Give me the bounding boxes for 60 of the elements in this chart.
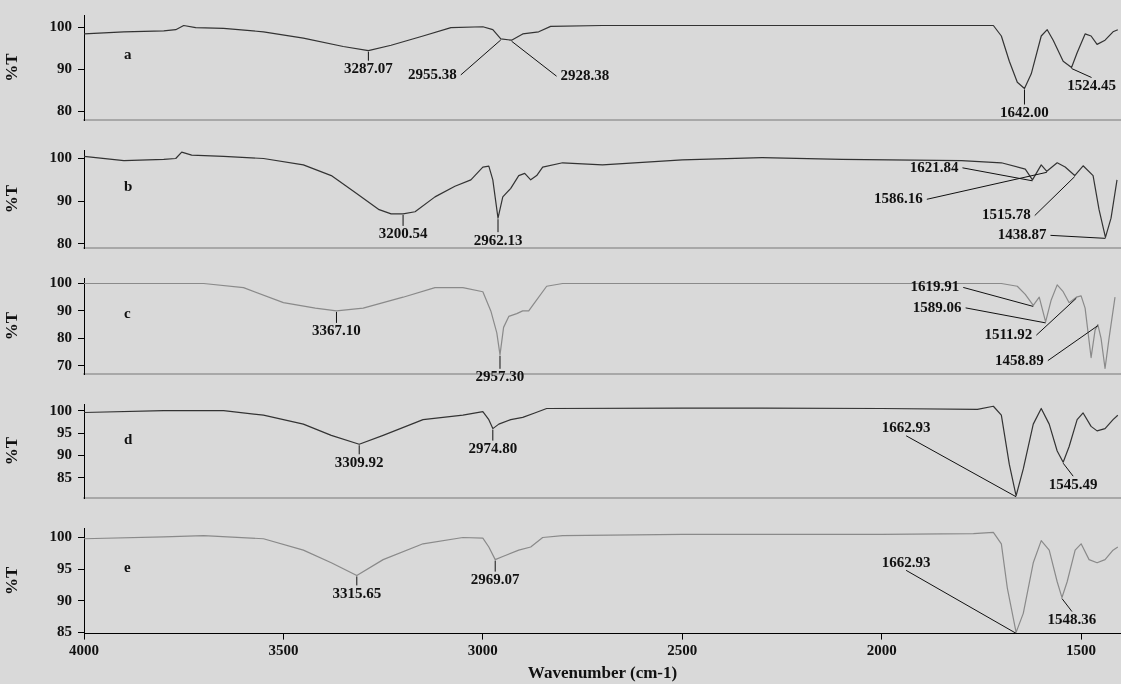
y-tick-label: 80 xyxy=(57,329,72,346)
annotation: e xyxy=(124,559,131,575)
x-tick-label: 3000 xyxy=(467,642,498,659)
annotation: 1642.00 xyxy=(1000,103,1049,120)
annotation: 2974.80 xyxy=(468,439,518,456)
x-tick-label: 2000 xyxy=(866,642,897,659)
y-tick-label: 100 xyxy=(49,149,72,166)
annotation: 1438.87 xyxy=(997,226,1047,243)
y-tick-label: 95 xyxy=(57,423,72,440)
y-tick-label: 85 xyxy=(57,623,72,640)
annotation: c xyxy=(124,305,131,322)
y-tick-label: 100 xyxy=(49,18,72,35)
annotation: 2957.30 xyxy=(475,368,525,385)
annotation: 1545.49 xyxy=(1048,475,1098,492)
annotation: 3309.92 xyxy=(334,453,384,470)
y-tick-label: 90 xyxy=(57,446,72,463)
y-axis-title: %T xyxy=(1,311,21,341)
annotation: 1662.93 xyxy=(881,553,931,570)
annotation: 2962.13 xyxy=(473,231,523,248)
y-axis-title: %T xyxy=(1,184,21,214)
annotation: 1619.91 xyxy=(910,278,960,295)
annotation: d xyxy=(124,430,133,447)
x-axis-title: Wavenumber (cm-1) xyxy=(527,663,678,683)
y-tick-label: 100 xyxy=(49,528,72,545)
y-tick-label: 70 xyxy=(57,356,72,373)
y-tick-label: 85 xyxy=(57,468,72,485)
annotation: 2955.38 xyxy=(408,65,457,82)
annotation: 1589.06 xyxy=(912,298,963,315)
annotation: 3315.65 xyxy=(332,584,382,601)
y-tick-label: 90 xyxy=(57,192,72,209)
annotation: 1511.92 xyxy=(984,326,1033,343)
x-tick-label: 1500 xyxy=(1066,642,1097,659)
annotation: 1515.78 xyxy=(981,206,1031,223)
annotation: a xyxy=(124,45,132,62)
annotation: 1586.16 xyxy=(874,190,924,207)
annotation: 3367.10 xyxy=(312,322,361,339)
y-tick-label: 95 xyxy=(57,559,72,576)
annotation: 3200.54 xyxy=(378,225,428,242)
y-axis-title: %T xyxy=(1,565,21,595)
annotation: 2969.07 xyxy=(470,570,521,587)
annotation: 1662.93 xyxy=(881,419,931,436)
y-tick-label: 100 xyxy=(49,274,72,291)
annotation: 3287.07 xyxy=(344,60,394,77)
y-axis-title: %T xyxy=(1,52,21,82)
x-tick-label: 3500 xyxy=(268,642,299,659)
x-tick-label: 2500 xyxy=(667,642,698,659)
x-tick-label: 4000 xyxy=(69,642,99,659)
y-tick-label: 90 xyxy=(57,301,72,318)
annotation: 2928.38 xyxy=(560,67,610,84)
annotation: 1548.36 xyxy=(1047,610,1097,627)
annotation: 1621.84 xyxy=(909,158,959,175)
y-tick-label: 90 xyxy=(57,591,72,608)
y-tick-label: 90 xyxy=(57,60,72,77)
y-axis-title: %T xyxy=(1,436,21,466)
annotation: b xyxy=(124,178,133,195)
annotation: 1524.45 xyxy=(1067,76,1116,93)
y-tick-label: 80 xyxy=(57,102,72,119)
y-tick-label: 80 xyxy=(57,234,72,251)
annotation: 1458.89 xyxy=(995,351,1044,368)
y-tick-label: 100 xyxy=(49,401,72,418)
